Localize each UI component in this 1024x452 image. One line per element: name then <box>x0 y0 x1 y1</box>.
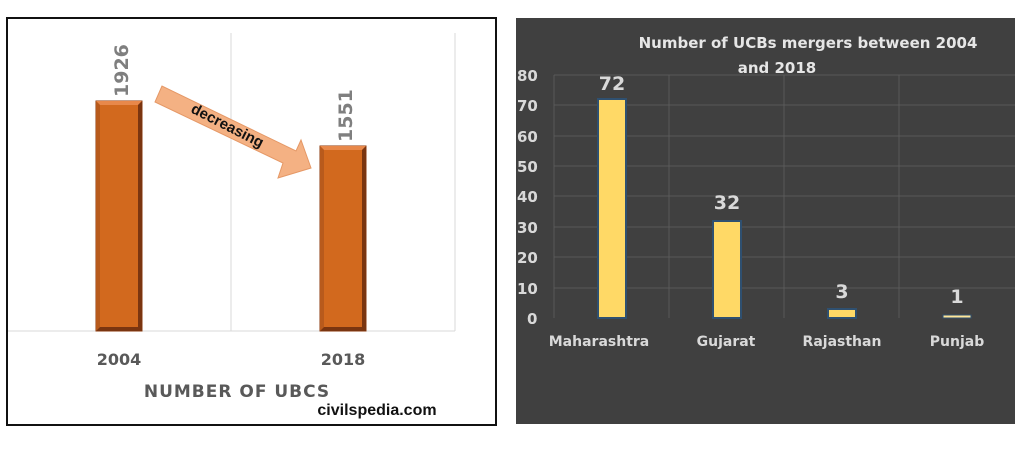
x-axis-title: NUMBER OF UBCS <box>144 382 330 402</box>
y-tick-0: 0 <box>527 310 537 328</box>
y-tick-40: 40 <box>517 188 538 206</box>
bar-2018 <box>319 145 367 332</box>
decreasing-arrow-icon <box>154 85 312 179</box>
chart-title-line2: and 2018 <box>738 59 817 77</box>
category-punjab: Punjab <box>930 334 984 350</box>
watermark: civilspedia.com <box>317 402 436 419</box>
bar-2004 <box>95 100 143 332</box>
value-label-rajasthan: 3 <box>835 281 848 303</box>
bar-punjab <box>942 314 972 319</box>
bar-gujarat <box>712 220 742 319</box>
y-tick-70: 70 <box>517 97 538 115</box>
data-label-2018: 1551 <box>335 89 357 142</box>
bar-rajasthan <box>827 308 857 319</box>
y-tick-30: 30 <box>517 219 538 237</box>
value-label-maharashtra: 72 <box>599 73 625 95</box>
value-label-punjab: 1 <box>950 286 963 308</box>
value-label-gujarat: 32 <box>714 192 740 214</box>
chart-title-line1: Number of UCBs mergers between 2004 <box>639 34 978 52</box>
x-tick-2004: 2004 <box>97 350 142 369</box>
category-maharashtra: Maharashtra <box>549 334 650 350</box>
category-gujarat: Gujarat <box>697 334 756 350</box>
category-rajasthan: Rajasthan <box>803 334 882 350</box>
y-tick-60: 60 <box>517 128 538 146</box>
y-tick-10: 10 <box>517 280 538 298</box>
y-tick-20: 20 <box>517 249 538 267</box>
x-tick-2018: 2018 <box>321 350 366 369</box>
bar-maharashtra <box>597 98 627 319</box>
y-tick-50: 50 <box>517 158 538 176</box>
data-label-2004: 1926 <box>111 44 133 97</box>
y-tick-80: 80 <box>517 67 538 85</box>
gridlines <box>553 74 1015 318</box>
ubcs-count-chart <box>6 17 497 426</box>
